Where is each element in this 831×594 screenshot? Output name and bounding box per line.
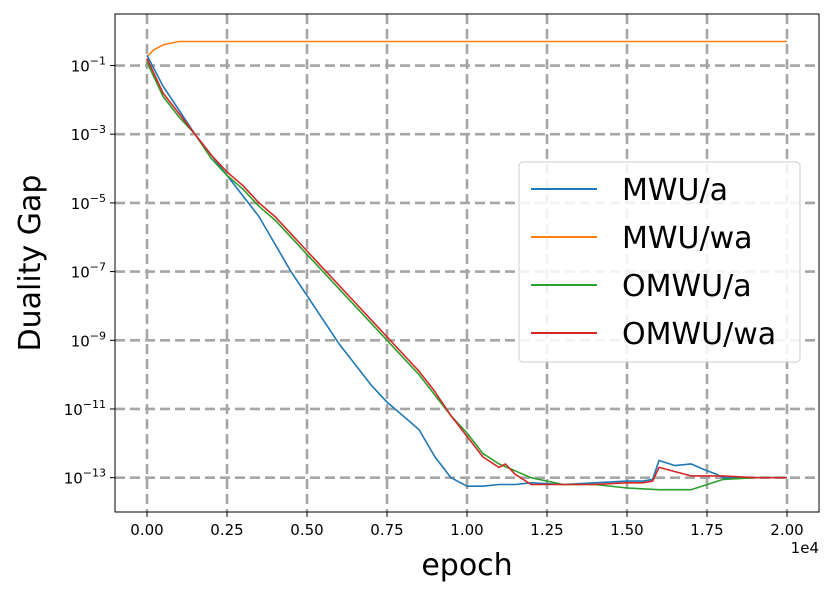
x-tick-label: 0.25 bbox=[210, 521, 243, 539]
y-tick-label: 10−1 bbox=[71, 55, 106, 76]
legend-box bbox=[518, 161, 801, 363]
x-ticks: 0.00 0.25 0.50 0.75 1.00 1.25 1.50 1.75 2.00 bbox=[130, 512, 804, 539]
legend-label: MWU/a bbox=[622, 173, 728, 208]
legend-label: OMWU/wa bbox=[622, 317, 776, 352]
legend: MWU/a MWU/wa OMWU/a OMWU/wa bbox=[518, 161, 801, 363]
y-tick-base: 10 bbox=[71, 58, 90, 76]
y-tick-label: 10−9 bbox=[71, 329, 106, 350]
x-tick-label: 0.00 bbox=[130, 521, 163, 539]
x-tick-label: 0.75 bbox=[370, 521, 403, 539]
x-tick-label: 1.00 bbox=[450, 521, 483, 539]
y-axis-label: Duality Gap bbox=[13, 175, 48, 352]
x-tick-label: 1.75 bbox=[690, 521, 723, 539]
x-tick-label: 2.00 bbox=[770, 521, 803, 539]
y-tick-exponent: −11 bbox=[83, 398, 106, 411]
y-tick-label: 10−11 bbox=[64, 398, 106, 419]
y-tick-exponent: −7 bbox=[90, 261, 106, 274]
legend-label: OMWU/a bbox=[622, 269, 752, 304]
y-tick-base: 10 bbox=[71, 332, 90, 350]
y-tick-base: 10 bbox=[64, 401, 83, 419]
y-tick-exponent: −5 bbox=[90, 192, 106, 205]
y-tick-base: 10 bbox=[64, 470, 83, 488]
y-tick-label: 10−5 bbox=[71, 192, 106, 213]
y-tick-exponent: −3 bbox=[90, 123, 106, 136]
x-tick-label: 1.25 bbox=[530, 521, 563, 539]
x-tick-label: 0.50 bbox=[290, 521, 323, 539]
y-tick-base: 10 bbox=[71, 264, 90, 282]
series-line-omwu-wa bbox=[146, 58, 787, 486]
series-line-mwu-wa bbox=[146, 40, 787, 58]
legend-label: MWU/wa bbox=[622, 221, 753, 256]
x-scale-multiplier: 1e4 bbox=[791, 539, 819, 557]
x-tick-label: 1.50 bbox=[610, 521, 643, 539]
x-axis-label: epoch bbox=[421, 548, 512, 583]
y-tick-exponent: −13 bbox=[83, 467, 106, 480]
series-lines bbox=[146, 40, 787, 491]
y-tick-exponent: −9 bbox=[90, 329, 106, 342]
y-tick-base: 10 bbox=[71, 195, 90, 213]
y-tick-label: 10−13 bbox=[64, 467, 106, 488]
series-line-omwu-a bbox=[146, 61, 787, 491]
series-line-mwu-a bbox=[146, 54, 787, 488]
y-tick-label: 10−7 bbox=[71, 261, 106, 282]
y-tick-base: 10 bbox=[71, 126, 90, 144]
y-tick-exponent: −1 bbox=[90, 55, 106, 68]
y-tick-label: 10−3 bbox=[71, 123, 106, 144]
